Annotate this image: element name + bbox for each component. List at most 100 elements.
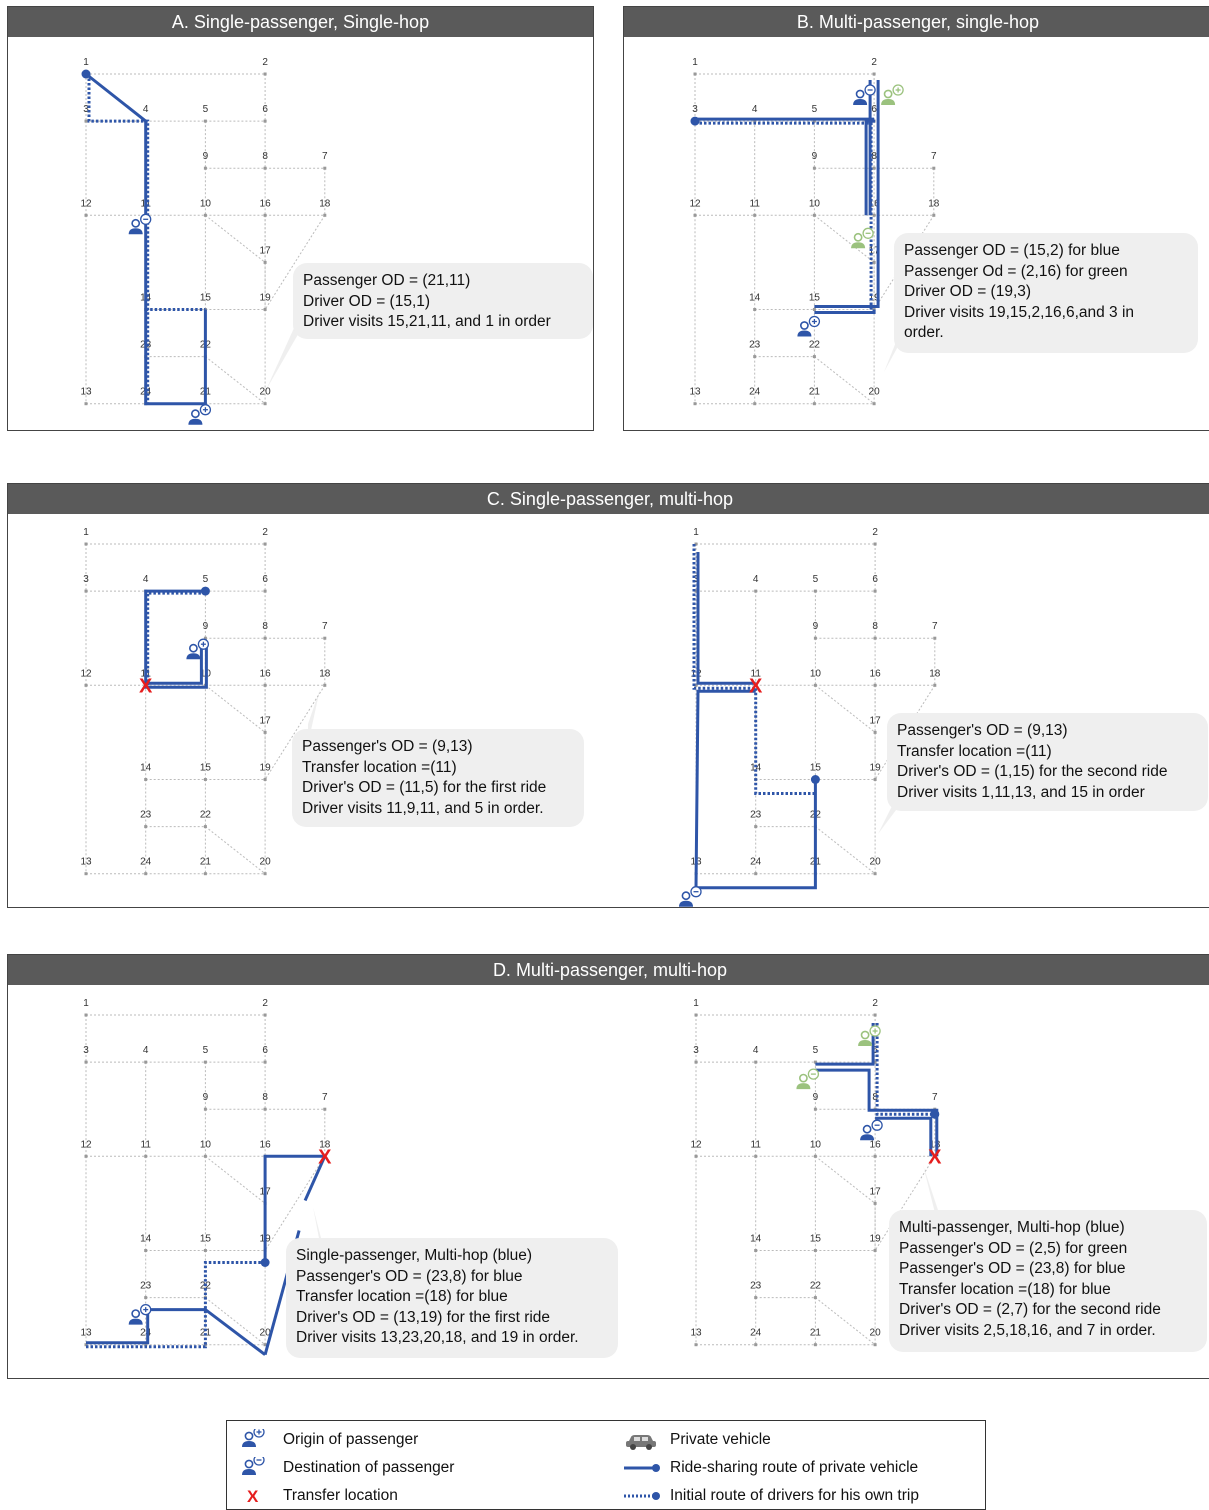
callout-d-left-line: Driver visits 13,23,20,18, and 19 in ord…	[296, 1329, 579, 1346]
route-end-dot	[81, 69, 91, 79]
callout-d-right-line: Multi-passenger, Multi-hop (blue)	[899, 1219, 1125, 1236]
route-end-dot	[690, 116, 700, 126]
network-node	[933, 636, 937, 640]
legend-origin-label: Origin of passenger	[283, 1431, 419, 1448]
callout-b-line: Driver visits 19,15,2,16,6,and 3 in	[904, 303, 1135, 321]
network-node	[84, 119, 88, 123]
node-label: 14	[750, 1234, 762, 1245]
node-label: 13	[689, 387, 701, 398]
network-node	[812, 308, 816, 311]
callout-a-line: Passenger OD = (21,11)	[303, 272, 471, 289]
callout-c-left-line: Driver visits 11,9,11, and 5 in order.	[302, 799, 544, 817]
network-node	[84, 872, 88, 876]
node-label: 8	[872, 621, 878, 632]
node-label: 6	[872, 574, 878, 585]
origin-person-icon	[186, 638, 210, 660]
network-node	[144, 1296, 148, 1300]
network-node	[84, 589, 88, 593]
legend-rideshare-label: Ride-sharing route of private vehicle	[670, 1459, 919, 1476]
network-node	[873, 589, 877, 593]
node-label: 15	[810, 763, 822, 774]
callout-b-line: Passenger Od = (2,16) for green	[904, 262, 1128, 280]
network-node	[263, 636, 267, 640]
network-node	[263, 1060, 267, 1064]
network-link	[205, 1297, 266, 1346]
network-node	[263, 872, 267, 876]
network-node	[263, 260, 267, 264]
node-label: 24	[140, 857, 152, 868]
node-label: 14	[140, 763, 152, 774]
callout-c-left-line: Driver's OD = (11,5) for the first ride	[302, 779, 547, 796]
network-node	[203, 636, 207, 640]
transfer-icon: X	[247, 1487, 259, 1506]
network-link	[815, 826, 876, 875]
rideshare-route	[875, 1116, 933, 1157]
network-node	[84, 1013, 88, 1017]
network-node	[203, 1060, 207, 1064]
callout-c-right-line: Driver's OD = (1,15) for the second ride	[897, 763, 1168, 780]
rideshare-route	[815, 1023, 875, 1066]
network-link	[264, 685, 326, 780]
network-node	[694, 1013, 698, 1017]
transfer-mark: X	[318, 1146, 332, 1168]
node-label: 13	[690, 1328, 702, 1339]
callout-d-left-line: Passenger's OD = (23,8) for blue	[296, 1267, 523, 1285]
network-node	[84, 1154, 88, 1158]
network-node	[203, 213, 207, 217]
callout-d-left-line: Driver's OD = (13,19) for the first ride	[296, 1308, 551, 1326]
panel-d-title: D. Multi-passenger, multi-hop	[8, 955, 1209, 985]
node-label: 17	[870, 1186, 882, 1197]
node-label: 20	[260, 387, 272, 398]
panel-a-title: A. Single-passenger, Single-hop	[8, 7, 593, 37]
callout-b-line: Driver OD = (19,3)	[904, 283, 1032, 300]
network-link	[815, 1155, 876, 1204]
node-label: 16	[869, 198, 881, 209]
destination-icon	[242, 1457, 265, 1475]
node-label: 4	[752, 104, 758, 115]
node-label: 1	[83, 57, 89, 68]
network-node	[754, 589, 758, 593]
node-label: 10	[200, 198, 212, 209]
initial-route-icon	[624, 1492, 660, 1500]
callout-b-line: Passenger OD = (15,2) for blue	[904, 242, 1120, 259]
network-node	[263, 1013, 267, 1017]
node-label: 12	[690, 1139, 702, 1150]
node-label: 5	[203, 1045, 209, 1056]
node-label: 6	[262, 1045, 268, 1056]
node-label: 24	[750, 857, 762, 868]
network-node	[694, 1343, 698, 1347]
network-node	[933, 683, 937, 687]
network-node	[873, 1154, 877, 1158]
network-node	[872, 213, 876, 217]
initial-route	[754, 688, 816, 795]
node-label: 21	[810, 1328, 822, 1339]
network-node	[323, 213, 327, 217]
callout-d-right-line: Driver's OD = (2,7) for the second ride	[899, 1301, 1161, 1318]
node-label: 23	[749, 340, 761, 351]
network-node	[873, 636, 877, 640]
transfer-mark: X	[139, 675, 153, 697]
node-label: 15	[200, 1234, 212, 1245]
network-node	[873, 778, 877, 781]
node-label: 20	[870, 1328, 882, 1339]
network-node	[754, 683, 758, 687]
node-label: 18	[319, 668, 331, 679]
network-node	[323, 683, 327, 687]
panel-b-title: B. Multi-passenger, single-hop	[624, 7, 1209, 37]
network-node	[872, 72, 876, 76]
destination-person-icon	[128, 213, 152, 235]
node-label: 2	[872, 998, 878, 1009]
callout-a-line: Driver visits 15,21,11, and 1 in order	[303, 313, 551, 330]
node-label: 15	[809, 293, 821, 304]
initial-route	[86, 1261, 266, 1349]
network-node	[873, 872, 877, 876]
node-label: 11	[751, 668, 762, 679]
callout-c-left-line: Transfer location =(11)	[302, 758, 457, 776]
node-label: 7	[932, 621, 938, 632]
node-label: 1	[693, 998, 699, 1009]
network-link	[205, 684, 266, 733]
